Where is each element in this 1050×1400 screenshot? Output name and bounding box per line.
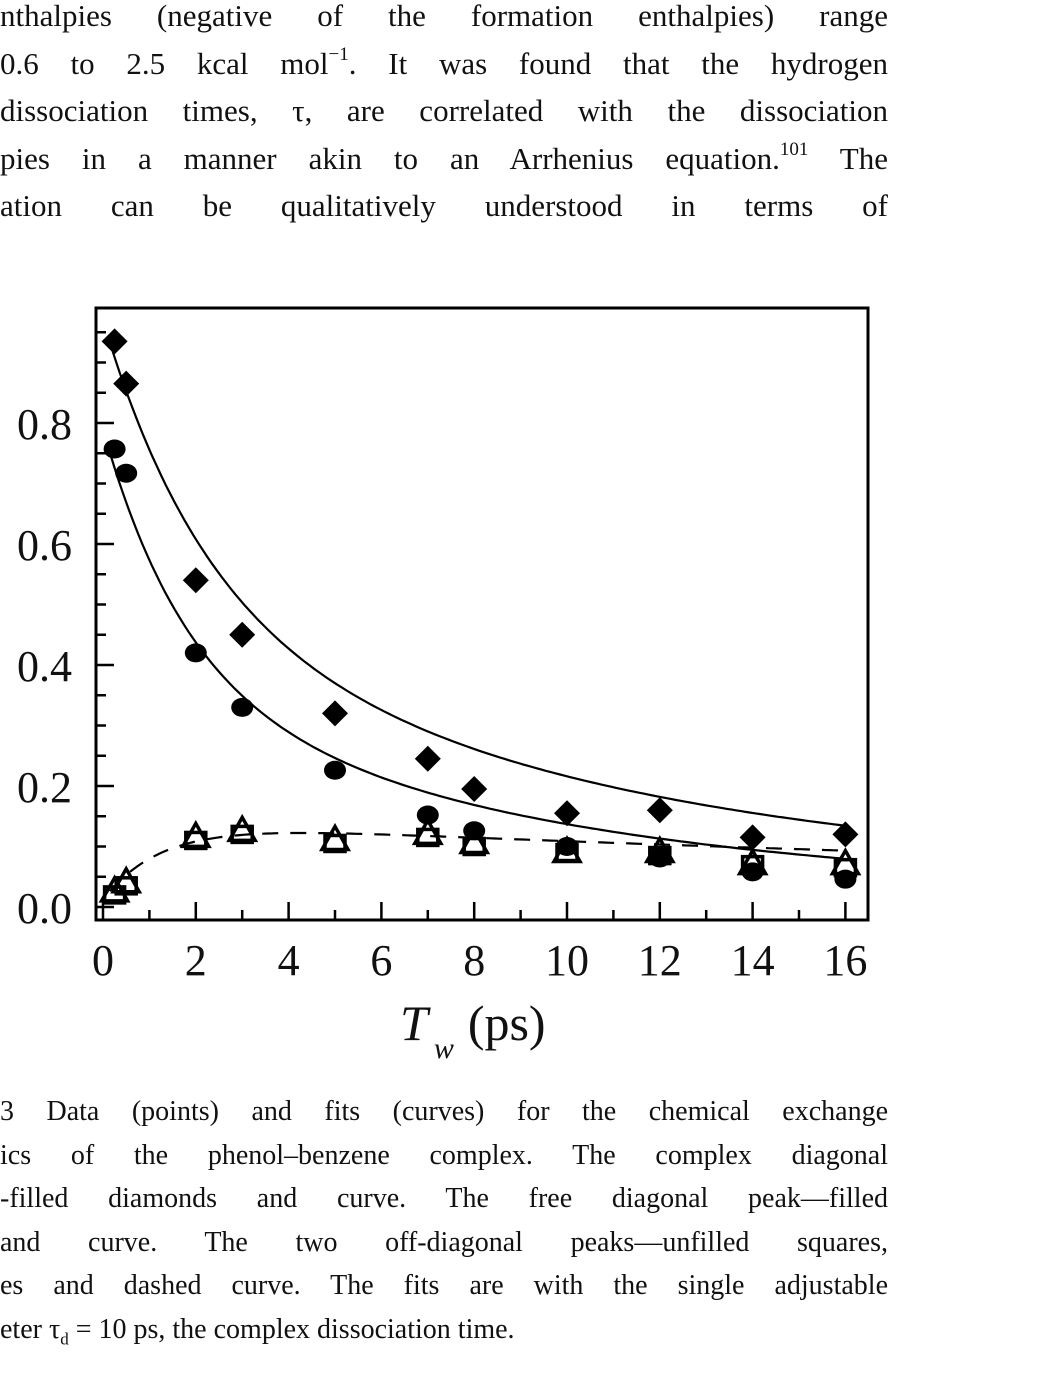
- circle-marker: [115, 463, 138, 483]
- circle-marker: [324, 760, 346, 780]
- triangle-marker: [551, 834, 583, 864]
- figure-caption: 3 Data (points) and fits (curves) for th…: [0, 1090, 888, 1351]
- diamond-marker: [229, 621, 256, 648]
- caption-line-2: ics of the phenol–benzene complex. The c…: [0, 1139, 888, 1171]
- data-points: [98, 328, 862, 905]
- x-tick-label: 16: [823, 936, 867, 985]
- diamond-marker: [554, 800, 580, 827]
- plot-axes: [94, 306, 870, 922]
- triangle-marker: [458, 825, 491, 855]
- body-line-2: 0.6 to 2.5 kcal mol−1. It was found that…: [0, 44, 888, 81]
- x-tick-label: 14: [731, 936, 775, 985]
- x-tick-label: 8: [463, 936, 485, 985]
- diamond-marker: [322, 700, 348, 727]
- body-line-3: dissociation times, τ, are correlated wi…: [0, 93, 888, 128]
- diamond-marker: [739, 824, 766, 851]
- x-tick-label: 4: [278, 936, 300, 985]
- x-tick-label: 6: [370, 936, 392, 985]
- body-line-4: pies in a manner akin to an Arrhenius eq…: [0, 139, 888, 176]
- caption-line-6: eter τd = 10 ps, the complex dissociatio…: [0, 1313, 515, 1349]
- caption-line-1: 3 Data (points) and fits (curves) for th…: [0, 1096, 888, 1127]
- diamond-marker: [461, 776, 488, 803]
- circle-marker: [416, 805, 439, 825]
- triangle-marker: [226, 813, 259, 843]
- x-tick-label: 10: [545, 936, 589, 985]
- citation-ref: 101: [779, 139, 809, 161]
- triangle-marker: [411, 816, 444, 846]
- x-tick-label: 2: [185, 936, 207, 985]
- x-tick-label: 0: [92, 936, 114, 985]
- diamond-marker: [646, 797, 673, 824]
- triangle-marker: [110, 865, 143, 894]
- y-tick-label: 0.6: [17, 521, 72, 570]
- circle-marker: [231, 697, 254, 717]
- diamond-marker: [101, 328, 128, 355]
- triangle-marker: [319, 822, 351, 852]
- triangle-marker: [179, 819, 212, 849]
- diamond-marker: [414, 745, 441, 772]
- triangle-marker: [98, 874, 131, 903]
- caption-line-3: -filled diamonds and curve. The free dia…: [0, 1183, 888, 1214]
- diamond-marker: [832, 821, 859, 848]
- body-line-5: ation can be qualitatively understood in…: [0, 188, 888, 223]
- body-line-1: nthalpies (negative of the formation ent…: [0, 0, 888, 33]
- axis-labels: 0.0 0.2 0.4 0.6 0.8 0 2 4 6 8 10 12 14 16 T w (ps): [17, 400, 867, 1065]
- diamond-marker: [113, 370, 140, 397]
- body-paragraph: nthalpies (negative of the formation ent…: [0, 0, 888, 230]
- y-tick-label: 0.0: [17, 884, 72, 933]
- solid-fit-curve: [108, 342, 844, 827]
- caption-line-5: es and dashed curve. The fits are with t…: [0, 1270, 888, 1301]
- circle-marker: [103, 439, 126, 459]
- y-tick-label: 0.8: [17, 400, 72, 449]
- triangle-marker: [829, 847, 862, 876]
- triangle-marker: [736, 847, 769, 876]
- dashed-fit-curve: [109, 831, 844, 892]
- y-tick-label: 0.2: [17, 763, 72, 812]
- y-tick-label: 0.4: [17, 642, 72, 691]
- x-tick-label: 12: [638, 936, 682, 985]
- triangle-marker: [643, 834, 676, 864]
- plot-frame: [94, 306, 870, 922]
- exchange-kinetics-chart: 0.0 0.2 0.4 0.6 0.8 0 2 4 6 8 10 12 14 16 T w (ps): [17, 306, 870, 1065]
- circle-marker: [184, 643, 207, 663]
- caption-line-4: and curve. The two off-diagonal peaks—un…: [0, 1226, 888, 1258]
- fit-curves: [108, 342, 844, 892]
- diamond-marker: [182, 567, 209, 594]
